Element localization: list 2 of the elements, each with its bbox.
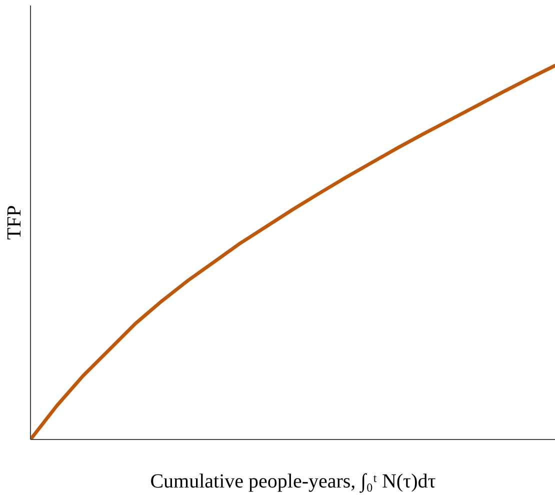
y-axis-title: TFP: [4, 205, 26, 240]
x-axis-title: Cumulative people-years, ∫₀ᵗ N(τ)dτ: [150, 470, 436, 494]
